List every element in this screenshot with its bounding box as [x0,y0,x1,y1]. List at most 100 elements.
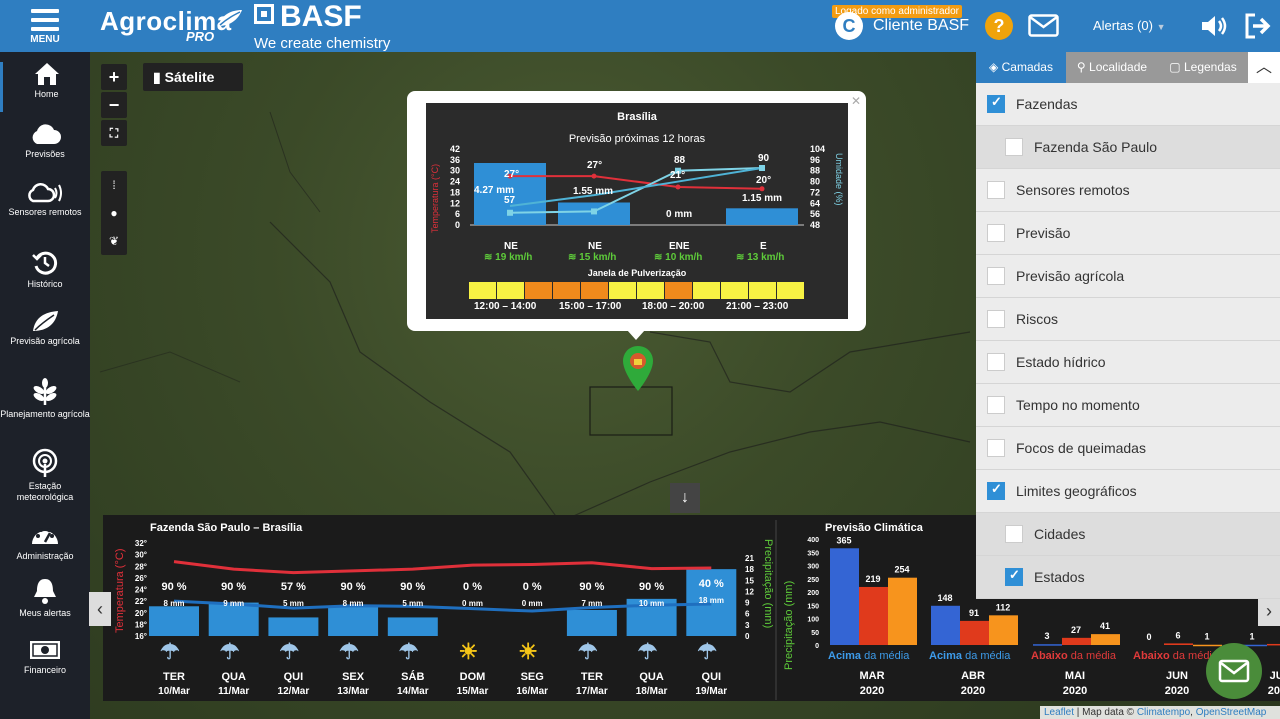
wind-direction: E [760,241,767,252]
layer-row-tempo-no-momento[interactable]: Tempo no momento [976,384,1280,427]
mail-icon[interactable] [1028,14,1059,37]
sidebar-item-previsao-agricola[interactable]: Previsão agrícola [0,309,90,347]
layer-row-fazenda-s-o-paulo[interactable]: Fazenda São Paulo [976,126,1280,169]
rain-sun-icon: ☂ [279,639,300,664]
layer-checkbox[interactable] [1005,525,1023,543]
layer-checkbox[interactable] [987,396,1005,414]
tab-localidade[interactable]: ⚲ Localidade [1067,52,1157,83]
layer-checkbox[interactable] [987,181,1005,199]
attribution-text: | Map data © [1074,707,1137,718]
logout-icon[interactable] [1243,13,1273,39]
layer-row-estado-h-drico[interactable]: Estado hídrico [976,341,1280,384]
volume-icon[interactable] [1200,13,1232,39]
y-tick-label: 28° [135,562,147,571]
sidebar-item-estacao-meteorologica[interactable]: Estação meteorológica [0,448,90,503]
date-label: 17/Mar [576,686,608,697]
sidebar-item-label: Home [34,89,59,99]
humidity-label: 90 [758,153,770,164]
sidebar-item-sensores-remotos[interactable]: Sensores remotos [0,180,90,218]
wind-direction: ENE [669,241,690,252]
layer-checkbox[interactable] [987,267,1005,285]
layer-row-cidades[interactable]: Cidades [976,513,1280,556]
pin-icon: ⚲ [1076,60,1086,74]
layer-checkbox[interactable] [1005,138,1023,156]
layer-row-fazendas[interactable]: Fazendas [976,83,1280,126]
layer-row-focos-de-queimadas[interactable]: Focos de queimadas [976,427,1280,470]
layer-row-riscos[interactable]: Riscos [976,298,1280,341]
rain-probability: 90 % [400,581,426,593]
fullscreen-button[interactable]: ⛶ [101,120,127,146]
map-marker-icon[interactable] [622,345,654,393]
draw-line-icon[interactable]: ⁞ [112,178,116,192]
layer-checkbox[interactable] [987,94,1005,113]
climate-chart-svg: 4003503002502001501005003652192541489111… [807,535,1280,650]
layer-checkbox[interactable] [987,224,1005,242]
layer-row-sensores-remotos[interactable]: Sensores remotos [976,169,1280,212]
climatempo-link[interactable]: Climatempo [1136,707,1191,718]
layer-row-previs-o-agr-cola[interactable]: Previsão agrícola [976,255,1280,298]
climate-status-suffix: da média [1169,650,1218,662]
scroll-down-button[interactable]: ↓ [670,483,700,513]
next-arrow-button[interactable]: › [1258,596,1280,626]
layer-checkbox[interactable] [1005,567,1023,586]
satellite-button[interactable]: ▮ Sátelite [143,63,243,91]
humidity-point [759,165,765,171]
collapse-panel-button[interactable]: ︿ [1248,52,1280,83]
message-fab[interactable] [1206,643,1262,699]
day-label: QUA [639,671,664,683]
tab-label: Camadas [1001,60,1053,74]
help-icon[interactable]: ? [985,12,1013,40]
leaf-logo-icon [218,10,242,26]
day-label: SEG [520,671,544,683]
sidebar-item-historico[interactable]: Histórico [0,250,90,290]
sidebar-item-financeiro[interactable]: Financeiro [0,638,90,676]
layer-checkbox[interactable] [987,353,1005,371]
y-tick-label: 56 [810,209,820,219]
layer-row-limites-geogr-ficos[interactable]: Limites geográficos [976,470,1280,513]
climate-month-label: JUL [1269,670,1280,682]
layer-row-estados[interactable]: Estados [976,556,1280,599]
spray-window-cell [469,282,496,299]
y-tick-label: 80 [810,177,820,187]
layer-checkbox[interactable] [987,310,1005,328]
tab-legendas[interactable]: ▢ Legendas [1158,52,1248,83]
layer-label: Fazenda São Paulo [1034,139,1157,155]
wind-speed-value: 15 km/h [579,252,617,263]
close-icon[interactable]: ✕ [851,94,862,108]
client-avatar[interactable]: C [835,12,863,40]
sidebar-item-administracao[interactable]: Administração [0,522,90,562]
menu-button[interactable]: MENU [0,0,90,52]
layer-checkbox[interactable] [987,481,1005,500]
leaflet-link[interactable]: Leaflet [1044,707,1075,718]
layer-checkbox[interactable] [987,439,1005,457]
agroclima-logo[interactable]: Agroclima [100,6,232,36]
station-icon [32,448,58,477]
osm-link[interactable]: OpenStreetMap [1195,707,1267,718]
zoom-out-button[interactable]: − [101,92,127,118]
temperature-point [591,173,597,179]
tab-label: Localidade [1089,60,1148,74]
sidebar-item-planejamento-agricola[interactable]: Planejamento agrícola [0,378,90,420]
zoom-in-button[interactable]: + [101,64,127,90]
alerts-dropdown[interactable]: Alertas (0) ▼ [1093,18,1166,33]
basf-tagline: We create chemistry [254,35,391,52]
layer-row-previs-o[interactable]: Previsão [976,212,1280,255]
prev-arrow-button[interactable]: ‹ [89,592,111,626]
draw-leaf-icon[interactable]: ❦ [108,234,120,248]
sidebar-item-home[interactable]: Home [0,62,90,112]
sidebar-item-label: Sensores remotos [8,207,82,217]
popup-right-axis-label: Umidade (%) [834,153,844,206]
date-label: 10/Mar [158,686,190,697]
climate-value-label: 254 [894,565,909,575]
client-name[interactable]: Cliente BASF [873,17,970,34]
climate-value-label: 6 [1175,630,1180,640]
y-tick-label: 30 [450,166,460,176]
draw-point-icon[interactable]: ● [110,206,118,220]
plant-icon [33,378,57,405]
sidebar-item-label: Administração [16,551,74,561]
sidebar-item-meus-alertas[interactable]: Meus alertas [0,577,90,619]
layer-label: Estado hídrico [1016,354,1106,370]
tab-camadas[interactable]: ◈ Camadas [976,52,1066,83]
day-label: QUI [283,671,304,683]
sidebar-item-previsoes[interactable]: Previsões [0,122,90,160]
